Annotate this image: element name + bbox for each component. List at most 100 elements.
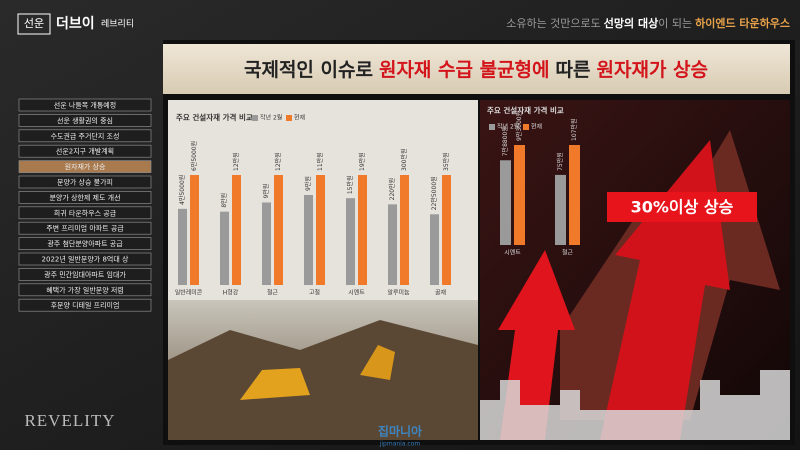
bar bbox=[220, 211, 229, 285]
bar bbox=[555, 174, 566, 245]
menu-item-box[interactable] bbox=[18, 191, 152, 204]
menu-item[interactable]: 혜택가 가장 일반분양 저렴 bbox=[46, 285, 124, 294]
bar bbox=[304, 195, 313, 285]
bar bbox=[274, 175, 283, 285]
menu-item-box[interactable] bbox=[18, 129, 152, 143]
bar bbox=[262, 202, 271, 285]
menu-item-box[interactable] bbox=[18, 175, 152, 189]
excavator bbox=[240, 368, 310, 400]
legend-swatch bbox=[489, 124, 495, 130]
value-label: 11만원 bbox=[316, 152, 324, 171]
category-label: 알루미늄 bbox=[387, 289, 410, 297]
menu-item-box[interactable] bbox=[18, 144, 152, 158]
value-label: 15만원 bbox=[346, 175, 354, 194]
menu-item[interactable]: 희귀 타운하우스 공급 bbox=[54, 208, 117, 217]
bar bbox=[190, 175, 199, 285]
category-label: H형강 bbox=[223, 289, 239, 297]
tagline-part: 이 되는 bbox=[658, 17, 692, 30]
menu-item[interactable]: 수도권급 주거단지 조성 bbox=[51, 131, 120, 140]
city-skyline bbox=[480, 370, 790, 440]
tagline-part: 선망의 대상 bbox=[604, 16, 658, 30]
title-part: 국제적인 이슈로 bbox=[244, 59, 373, 81]
ground bbox=[168, 320, 478, 440]
logo-badge-box bbox=[17, 13, 51, 35]
value-label: 12만원 bbox=[274, 152, 282, 171]
value-label: 35만원 bbox=[442, 152, 450, 171]
title-part: 따른 bbox=[556, 59, 591, 81]
category-label: 철근 bbox=[267, 289, 279, 297]
title-part: 원자재가 상승 bbox=[597, 59, 709, 81]
slide-title: 국제적인 이슈로 원자재 수급 불균형에 따른 원자재가 상승 bbox=[244, 59, 708, 81]
menu-item-box[interactable] bbox=[18, 160, 152, 173]
menu-item[interactable]: 광주 첨단분양아파트 공급 bbox=[47, 239, 123, 248]
bar bbox=[358, 175, 367, 285]
menu-item[interactable]: 광주 민간임대아파트 임대가 bbox=[44, 270, 126, 279]
category-label: 일반레미콘 bbox=[175, 289, 203, 297]
tagline-part: 소유하는 것만으로도 bbox=[506, 16, 601, 30]
menu-item[interactable]: 2022년 일반분양가 8억대 상 bbox=[42, 255, 129, 264]
menu-item-box[interactable] bbox=[18, 237, 152, 250]
menu-item-box[interactable] bbox=[18, 252, 152, 266]
value-label: 8만원 bbox=[220, 193, 228, 208]
bar bbox=[178, 208, 187, 285]
menu-item[interactable]: 분양가 상승 불가피 bbox=[57, 178, 113, 187]
logo-name: 더브이 bbox=[56, 15, 95, 32]
legend-label: 현재 bbox=[294, 114, 305, 122]
menu-item-box[interactable] bbox=[18, 221, 152, 235]
menu-item-box[interactable] bbox=[18, 206, 152, 220]
bar bbox=[442, 175, 451, 285]
bar bbox=[388, 204, 397, 285]
bar bbox=[400, 175, 409, 285]
menu-item-box[interactable] bbox=[18, 298, 152, 312]
bar bbox=[569, 145, 580, 245]
category-label: 골재 bbox=[435, 289, 446, 297]
value-label: 220만원 bbox=[388, 178, 396, 201]
legend-swatch bbox=[286, 115, 292, 121]
logo-badge: 선운 bbox=[24, 17, 44, 30]
category-label: 시멘트 bbox=[504, 249, 521, 257]
value-label: 9만원 bbox=[304, 176, 312, 191]
legend-swatch bbox=[252, 115, 258, 121]
value-label: 12만원 bbox=[232, 152, 240, 171]
value-label: 6만5000원 bbox=[190, 141, 198, 171]
category-label: 시멘트 bbox=[348, 289, 365, 297]
bar bbox=[232, 175, 241, 285]
bar bbox=[514, 145, 525, 245]
menu-item-box[interactable] bbox=[18, 98, 152, 112]
menu-item[interactable]: 후분양 디테일 프리미엄 bbox=[51, 301, 120, 310]
value-label: 75만원 bbox=[556, 152, 564, 171]
value-label: 9만3000원 bbox=[515, 111, 523, 141]
menu-item[interactable]: 선운 생활권의 중심 bbox=[57, 116, 113, 125]
value-label: 22만5000원 bbox=[430, 176, 438, 210]
bar bbox=[500, 160, 511, 245]
badge: 30%이상 상승 bbox=[631, 198, 734, 217]
chart-title: 주요 건설자재 가격 비교 bbox=[176, 112, 253, 122]
bar bbox=[316, 175, 325, 285]
tagline-part: 하이엔드 타운하우스 bbox=[695, 16, 790, 30]
menu-item-box[interactable] bbox=[18, 114, 152, 127]
value-label: 19만원 bbox=[358, 152, 366, 171]
legend-label: 작년 2월 bbox=[497, 123, 519, 131]
value-label: 9만원 bbox=[262, 184, 270, 199]
watermark-site: 집마니아 bbox=[378, 424, 422, 439]
menu-item[interactable]: 원자재가 상승 bbox=[65, 162, 106, 171]
value-label: 107만원 bbox=[570, 119, 578, 142]
menu-item-box[interactable] bbox=[18, 268, 152, 281]
bar bbox=[430, 214, 439, 285]
legend-swatch bbox=[523, 124, 529, 130]
title-part: 원자재 수급 불균형에 bbox=[379, 59, 550, 81]
header-tagline: 소유하는 것만으로도 선망의 대상이 되는 하이엔드 타운하우스 bbox=[506, 16, 790, 30]
category-label: 고철 bbox=[309, 289, 320, 297]
menu-item[interactable]: 선운 나들목 개통예정 bbox=[54, 101, 116, 110]
menu-item[interactable]: 선운2지구 개발계획 bbox=[56, 147, 114, 156]
badge-box bbox=[607, 192, 757, 222]
watermark-url: jipmania.com bbox=[379, 441, 421, 448]
menu-item[interactable]: 주변 프리미엄 아파트 공급 bbox=[46, 224, 124, 233]
menu-item[interactable]: 분양가 상한제 제도 개선 bbox=[49, 193, 120, 202]
chart-title: 주요 건설자재 가격 비교 bbox=[487, 105, 564, 115]
legend-label: 현재 bbox=[531, 123, 542, 131]
menu-item-box[interactable] bbox=[18, 283, 152, 297]
logo-sub: 레브리티 bbox=[101, 19, 134, 30]
value-label: 4만5000원 bbox=[178, 175, 186, 205]
